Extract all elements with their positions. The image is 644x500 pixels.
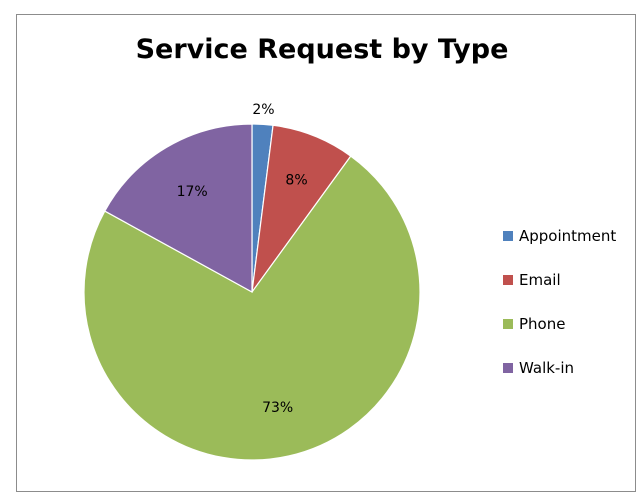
legend-label-email: Email xyxy=(519,271,561,289)
legend-label-phone: Phone xyxy=(519,315,565,333)
pie-slice-walk-in xyxy=(103,123,253,294)
legend-swatch-walk-in xyxy=(503,363,513,373)
legend-swatch-phone xyxy=(503,319,513,329)
data-label-phone: 73% xyxy=(262,400,293,416)
legend-label-walk-in: Walk-in xyxy=(519,359,574,377)
legend: Appointment Email Phone Walk-in xyxy=(503,227,616,377)
pie-slices xyxy=(83,123,421,461)
data-labels: 2% 8% 73% 17% xyxy=(177,102,308,416)
data-label-walk-in: 17% xyxy=(177,184,208,200)
chart-title: Service Request by Type xyxy=(135,34,509,65)
legend-swatch-email xyxy=(503,275,513,285)
legend-swatch-appointment xyxy=(503,231,513,241)
pie-slice-phone xyxy=(83,155,421,461)
data-label-appointment: 2% xyxy=(252,102,274,118)
legend-label-appointment: Appointment xyxy=(519,227,616,245)
data-label-email: 8% xyxy=(285,173,307,189)
